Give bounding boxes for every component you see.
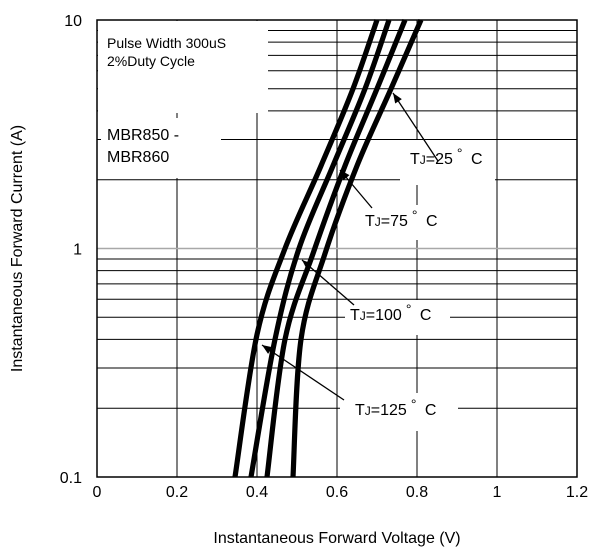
series-label-part: =100: [366, 307, 402, 324]
y-tick-label: 0.1: [60, 470, 82, 487]
series-label-part: J: [360, 309, 366, 323]
plot-frame: [96, 19, 578, 478]
y-axis-label: Instantaneous Forward Current (A): [9, 125, 26, 372]
leader-125c-arrowhead: [262, 345, 273, 354]
part-number-line-1: MBR850 -: [107, 127, 179, 144]
series-label-part: T: [350, 307, 360, 324]
series-label-part: T: [355, 402, 365, 419]
curve-series-2: [264, 19, 408, 478]
x-tick-label: 1: [493, 484, 502, 501]
leader-100c-arrowhead: [302, 260, 313, 270]
leader-25c-arrowhead: [393, 93, 402, 104]
series-label-part: J: [375, 215, 381, 229]
y-tick-label: 1: [73, 242, 82, 259]
label-100-background: [345, 300, 450, 335]
x-tick-labels: 0 0.2 0.4 0.6 0.8 1 1.2: [93, 484, 589, 501]
label-25-background: [400, 140, 495, 185]
leader-125c: [261, 344, 345, 401]
series-label-part: =25: [426, 151, 453, 168]
series-label-part: C: [467, 151, 483, 168]
series-label-part: T: [410, 151, 420, 168]
series-label-part: °: [412, 207, 418, 223]
curve-series-1: [248, 19, 392, 478]
series-label-part: C: [415, 307, 431, 324]
note-background: [98, 21, 268, 113]
x-tick-label: 0.4: [246, 484, 268, 501]
leader-75c: [339, 169, 373, 209]
series-label-part: T: [365, 213, 375, 230]
part-label-background: [101, 118, 221, 178]
series-label-part: J: [365, 404, 371, 418]
series-label: TJ=100 ° C: [350, 301, 431, 324]
series-label-part: C: [422, 213, 438, 230]
grid: [97, 20, 577, 477]
x-tick-label: 0.8: [406, 484, 428, 501]
label-75-background: [360, 205, 440, 240]
series-label: TJ=25 ° C: [410, 145, 483, 168]
series-label: TJ=125 ° C: [355, 396, 436, 419]
leader-100c: [301, 259, 355, 306]
label-125-background: [340, 393, 458, 431]
curve-series-3: [290, 18, 424, 478]
leader-75c-arrowhead: [340, 170, 350, 181]
series-label-part: J: [420, 153, 426, 167]
series-label-part: =75: [381, 213, 408, 230]
leader-lines: [261, 92, 439, 401]
x-tick-label: 1.2: [566, 484, 588, 501]
leader-25c-line: [392, 92, 439, 162]
series-label-part: °: [457, 145, 463, 161]
curve-series-0: [232, 19, 380, 478]
leader-25c: [392, 92, 439, 162]
x-axis-label: Instantaneous Forward Voltage (V): [213, 530, 460, 547]
series-label-part: °: [406, 301, 412, 317]
part-number-line-2: MBR860: [107, 149, 169, 166]
note-duty-cycle: 2%Duty Cycle: [107, 53, 195, 69]
label-backgrounds: [98, 21, 495, 431]
x-tick-label: 0: [93, 484, 102, 501]
series-label-part: =125: [371, 402, 407, 419]
series-labels: TJ=125 ° CTJ=100 ° CTJ=75 ° CTJ=25 ° C: [350, 145, 483, 419]
note-pulse-width: Pulse Width 300uS: [107, 35, 226, 51]
x-tick-label: 0.6: [326, 484, 348, 501]
leader-125c-line: [261, 344, 345, 401]
x-tick-label: 0.2: [166, 484, 188, 501]
series-label-part: C: [420, 402, 436, 419]
leader-100c-line: [301, 259, 355, 306]
series-label: TJ=75 ° C: [365, 207, 438, 230]
y-tick-label: 10: [64, 13, 82, 30]
y-tick-labels: 0.1 1 10: [60, 13, 82, 487]
curves: [232, 18, 424, 478]
series-label-part: °: [411, 396, 417, 412]
